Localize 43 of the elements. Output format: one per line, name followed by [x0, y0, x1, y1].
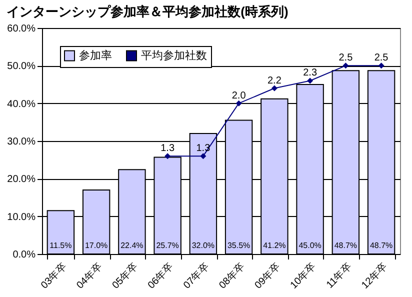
y-tick-label: 30.0%: [7, 136, 36, 148]
data-label: 32.0%: [192, 241, 215, 250]
data-label: 17.0%: [84, 241, 108, 250]
point: [164, 153, 171, 160]
legend-label: 参加率: [79, 48, 112, 62]
data-label: 2.5: [374, 52, 389, 64]
legend-label: 平均参加社数: [141, 48, 207, 62]
data-label: 2.0: [232, 90, 246, 102]
data-label: 2.2: [267, 75, 282, 86]
data-label: 48.7%: [370, 241, 393, 250]
data-label: 41.2%: [263, 241, 286, 250]
point: [378, 62, 384, 69]
x-tick-label: 10年卒: [288, 260, 318, 292]
data-label: 25.7%: [156, 241, 179, 250]
data-label: 35.5%: [227, 241, 250, 250]
point: [307, 78, 314, 84]
chart-title: インターンシップ参加率＆平均参加社数(時系列): [6, 4, 288, 19]
data-label: 2.5: [338, 52, 354, 64]
data-label: 45.0%: [298, 241, 322, 250]
x-tick-label: 11年卒: [324, 260, 354, 291]
x-tick-label: 03年卒: [38, 260, 69, 292]
y-tick-label: 10.0%: [7, 212, 36, 223]
x-tick-label: 07年卒: [180, 260, 212, 292]
data-label: 22.4%: [120, 241, 144, 250]
point: [271, 85, 278, 92]
x-tick-label: 08年卒: [216, 260, 248, 292]
point: [200, 153, 206, 160]
x-tick-label: 09年卒: [252, 260, 283, 292]
y-tick-label: 0.0%: [12, 250, 36, 260]
y-tick-label: 60.0%: [7, 24, 36, 34]
y-tick-label: 20.0%: [7, 174, 36, 186]
data-label: 48.7%: [334, 241, 358, 250]
x-tick-label: 05年卒: [110, 260, 140, 292]
x-tick-label: 06年卒: [145, 260, 176, 292]
point: [236, 100, 242, 106]
data-label: 2.3: [303, 68, 318, 79]
point: [342, 62, 349, 69]
y-tick-label: 50.0%: [7, 61, 36, 72]
x-tick-label: 04年卒: [74, 260, 105, 292]
data-label: 1.3: [160, 143, 175, 154]
x-tick-label: 12年卒: [359, 260, 390, 292]
y-tick-label: 40.0%: [7, 98, 36, 110]
data-label: 11.5%: [50, 241, 72, 250]
